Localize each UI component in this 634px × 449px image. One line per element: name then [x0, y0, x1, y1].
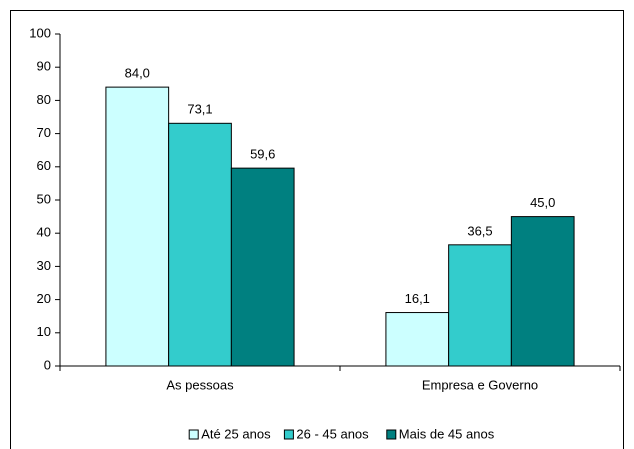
value-label: 16,1 [405, 291, 430, 306]
y-tick-label: 70 [37, 125, 51, 140]
legend-swatch [188, 429, 199, 440]
bar [105, 86, 170, 367]
y-tick-label: 60 [37, 158, 51, 173]
value-label: 36,5 [467, 223, 492, 238]
y-tick-label: 80 [37, 92, 51, 107]
legend-label: Mais de 45 anos [399, 426, 495, 441]
y-tick-label: 50 [37, 191, 51, 206]
bar [168, 122, 232, 367]
value-label: 84,0 [125, 66, 150, 81]
legend-label: Até 25 anos [201, 426, 271, 441]
y-tick-label: 40 [37, 225, 51, 240]
bar [510, 216, 575, 367]
y-tick-label: 0 [44, 357, 51, 372]
legend-label: 26 - 45 anos [296, 426, 369, 441]
bar [448, 244, 512, 367]
value-label: 45,0 [530, 195, 555, 210]
bar [385, 312, 450, 367]
y-tick-label: 30 [37, 258, 51, 273]
bar [230, 167, 295, 367]
value-label: 59,6 [250, 147, 275, 162]
y-tick-label: 20 [37, 291, 51, 306]
legend-swatch [386, 429, 397, 440]
legend-swatch [283, 429, 294, 440]
x-tick-label: Empresa e Governo [422, 377, 538, 392]
y-tick-label: 90 [37, 59, 51, 74]
y-tick-label: 10 [37, 324, 51, 339]
value-label: 73,1 [187, 102, 212, 117]
y-tick-label: 100 [29, 25, 51, 40]
x-tick-label: As pessoas [166, 377, 234, 392]
